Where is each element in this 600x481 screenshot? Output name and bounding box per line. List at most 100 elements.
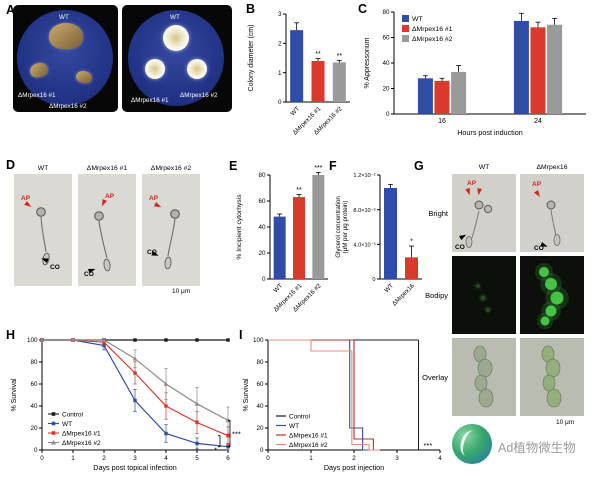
svg-text:5: 5	[195, 455, 199, 462]
panel-a-photo-colonies: WT ΔMrpex16 #1 ΔMrpex16 #2	[122, 5, 232, 112]
svg-text:WT: WT	[412, 16, 423, 23]
svg-text:0: 0	[40, 455, 44, 462]
svg-text:1.2×10⁻²: 1.2×10⁻²	[353, 173, 375, 179]
svg-text:Days post topical infection: Days post topical infection	[93, 463, 177, 472]
svg-text:ΔMrpex16 #2: ΔMrpex16 #2	[62, 440, 101, 447]
svg-text:**: **	[337, 53, 343, 60]
plate-label-m1: ΔMrpex16 #1	[131, 97, 169, 104]
svg-text:1: 1	[278, 70, 282, 77]
svg-text:% Appressorium: % Appressorium	[364, 37, 371, 88]
svg-text:Glycerol concentration: Glycerol concentration	[335, 196, 342, 258]
svg-text:Days post injection: Days post injection	[324, 463, 384, 472]
svg-text:% Survival: % Survival	[243, 378, 250, 412]
svg-text:Hours post induction: Hours post induction	[457, 128, 523, 137]
svg-text:0: 0	[262, 276, 266, 283]
panel-label-b: B	[246, 2, 256, 16]
panel-a-photo-insects: WT ΔMrpex16 #1 ΔMrpex16 #2	[13, 5, 118, 112]
panel-g-row-bright: Bright	[428, 209, 448, 218]
svg-text:0: 0	[278, 99, 282, 106]
svg-text:0: 0	[386, 111, 390, 118]
panel-label-g: G	[414, 159, 424, 173]
panel-g-bodipy-mu	[520, 256, 584, 334]
colony-m1	[145, 59, 165, 79]
svg-text:***: ***	[232, 430, 241, 439]
colony-wt	[163, 25, 189, 51]
panel-label-h: H	[6, 328, 16, 342]
svg-text:20: 20	[258, 250, 266, 257]
svg-text:0: 0	[34, 447, 38, 454]
insect-cadaver-wt	[49, 23, 83, 49]
svg-text:AP: AP	[532, 181, 542, 188]
panel-g-overlay-wt	[452, 338, 516, 416]
svg-text:40: 40	[258, 224, 266, 231]
panel-g-bright-wt: AP CO	[452, 174, 516, 252]
colony-m2	[187, 59, 207, 79]
panel-d-col-wt: WT	[37, 165, 49, 172]
svg-text:ΔMrpex16: ΔMrpex16	[391, 282, 416, 307]
svg-text:ΔMrpex16 #2: ΔMrpex16 #2	[412, 36, 453, 43]
svg-text:20: 20	[256, 425, 264, 432]
svg-text:***: ***	[424, 441, 433, 450]
svg-text:8.0×10⁻³: 8.0×10⁻³	[353, 208, 375, 214]
brand-name: Ad植物微生物	[498, 441, 576, 455]
svg-text:20: 20	[382, 86, 390, 93]
panel-label-d: D	[6, 158, 16, 172]
wechat-account-logo	[452, 424, 492, 464]
svg-text:60: 60	[30, 381, 38, 388]
svg-text:3: 3	[395, 455, 399, 462]
svg-text:WT: WT	[383, 282, 395, 294]
svg-text:***: ***	[314, 165, 322, 172]
svg-text:1: 1	[71, 455, 75, 462]
svg-text:24: 24	[534, 118, 542, 125]
svg-text:4.0×10⁻³: 4.0×10⁻³	[353, 243, 375, 249]
panel-g-row-bodipy: Bodipy	[425, 291, 448, 300]
svg-text:WT: WT	[289, 423, 299, 430]
svg-text:**: **	[296, 187, 302, 194]
svg-text:40: 40	[382, 60, 390, 67]
svg-text:CO: CO	[455, 244, 465, 251]
panel-d-image-m1: AP CO	[78, 174, 136, 286]
panel-d-col-m1: ΔMrpex16 #1	[86, 165, 128, 172]
svg-text:AP: AP	[21, 195, 31, 202]
panel-g-overlay-mu	[520, 338, 584, 416]
panel-g-col-wt: WT	[478, 164, 490, 171]
panel-label-e: E	[229, 159, 238, 173]
panel-g-row-overlay: Overlay	[422, 373, 448, 382]
panel-g-col-mu: ΔMrpex16	[536, 164, 568, 171]
svg-text:0: 0	[260, 447, 264, 454]
panel-f-glycerol-chart: 0 4.0×10⁻³ 8.0×10⁻³ 1.2×10⁻² WT * ΔMrpex16 Glyc…	[335, 173, 422, 307]
panel-label-a: A	[6, 3, 16, 17]
panel-g-bright-mu: AP CO	[520, 174, 584, 252]
svg-text:2: 2	[352, 455, 356, 462]
svg-text:80: 80	[30, 359, 38, 366]
svg-text:6: 6	[226, 455, 230, 462]
panel-label-c: C	[358, 2, 368, 16]
svg-text:60: 60	[256, 381, 264, 388]
svg-text:100: 100	[253, 337, 264, 344]
svg-text:ΔMrpex16 #1: ΔMrpex16 #1	[289, 432, 328, 439]
svg-text:AP: AP	[105, 193, 115, 200]
svg-text:WT: WT	[272, 282, 284, 294]
svg-text:3: 3	[133, 455, 137, 462]
svg-text:40: 40	[30, 403, 38, 410]
svg-text:80: 80	[258, 172, 266, 179]
panel-h-survival-topical-chart: 0 20 40 60 80 100 0 1 2 3 4 5 6 Days post topical inf…	[11, 337, 241, 472]
panel-label-f: F	[329, 159, 337, 173]
svg-text:Control: Control	[289, 413, 311, 420]
plate-label-m1: ΔMrpex16 #1	[18, 92, 56, 99]
svg-text:(μM per μg protein): (μM per μg protein)	[342, 201, 349, 254]
svg-text:CO: CO	[84, 271, 94, 278]
svg-text:3: 3	[278, 11, 282, 18]
panel-d-image-wt: AP CO	[14, 174, 72, 286]
svg-text:Control: Control	[62, 411, 84, 418]
panel-g-bodipy-wt	[452, 256, 516, 334]
svg-text:*: *	[214, 446, 217, 455]
plate-label-wt: WT	[59, 14, 69, 21]
svg-text:ΔMrpex16 #1: ΔMrpex16 #1	[412, 26, 453, 33]
svg-text:40: 40	[256, 403, 264, 410]
panel-d-image-m2: AP CO	[142, 174, 200, 286]
svg-text:80: 80	[382, 9, 390, 16]
svg-text:WT: WT	[62, 421, 72, 428]
